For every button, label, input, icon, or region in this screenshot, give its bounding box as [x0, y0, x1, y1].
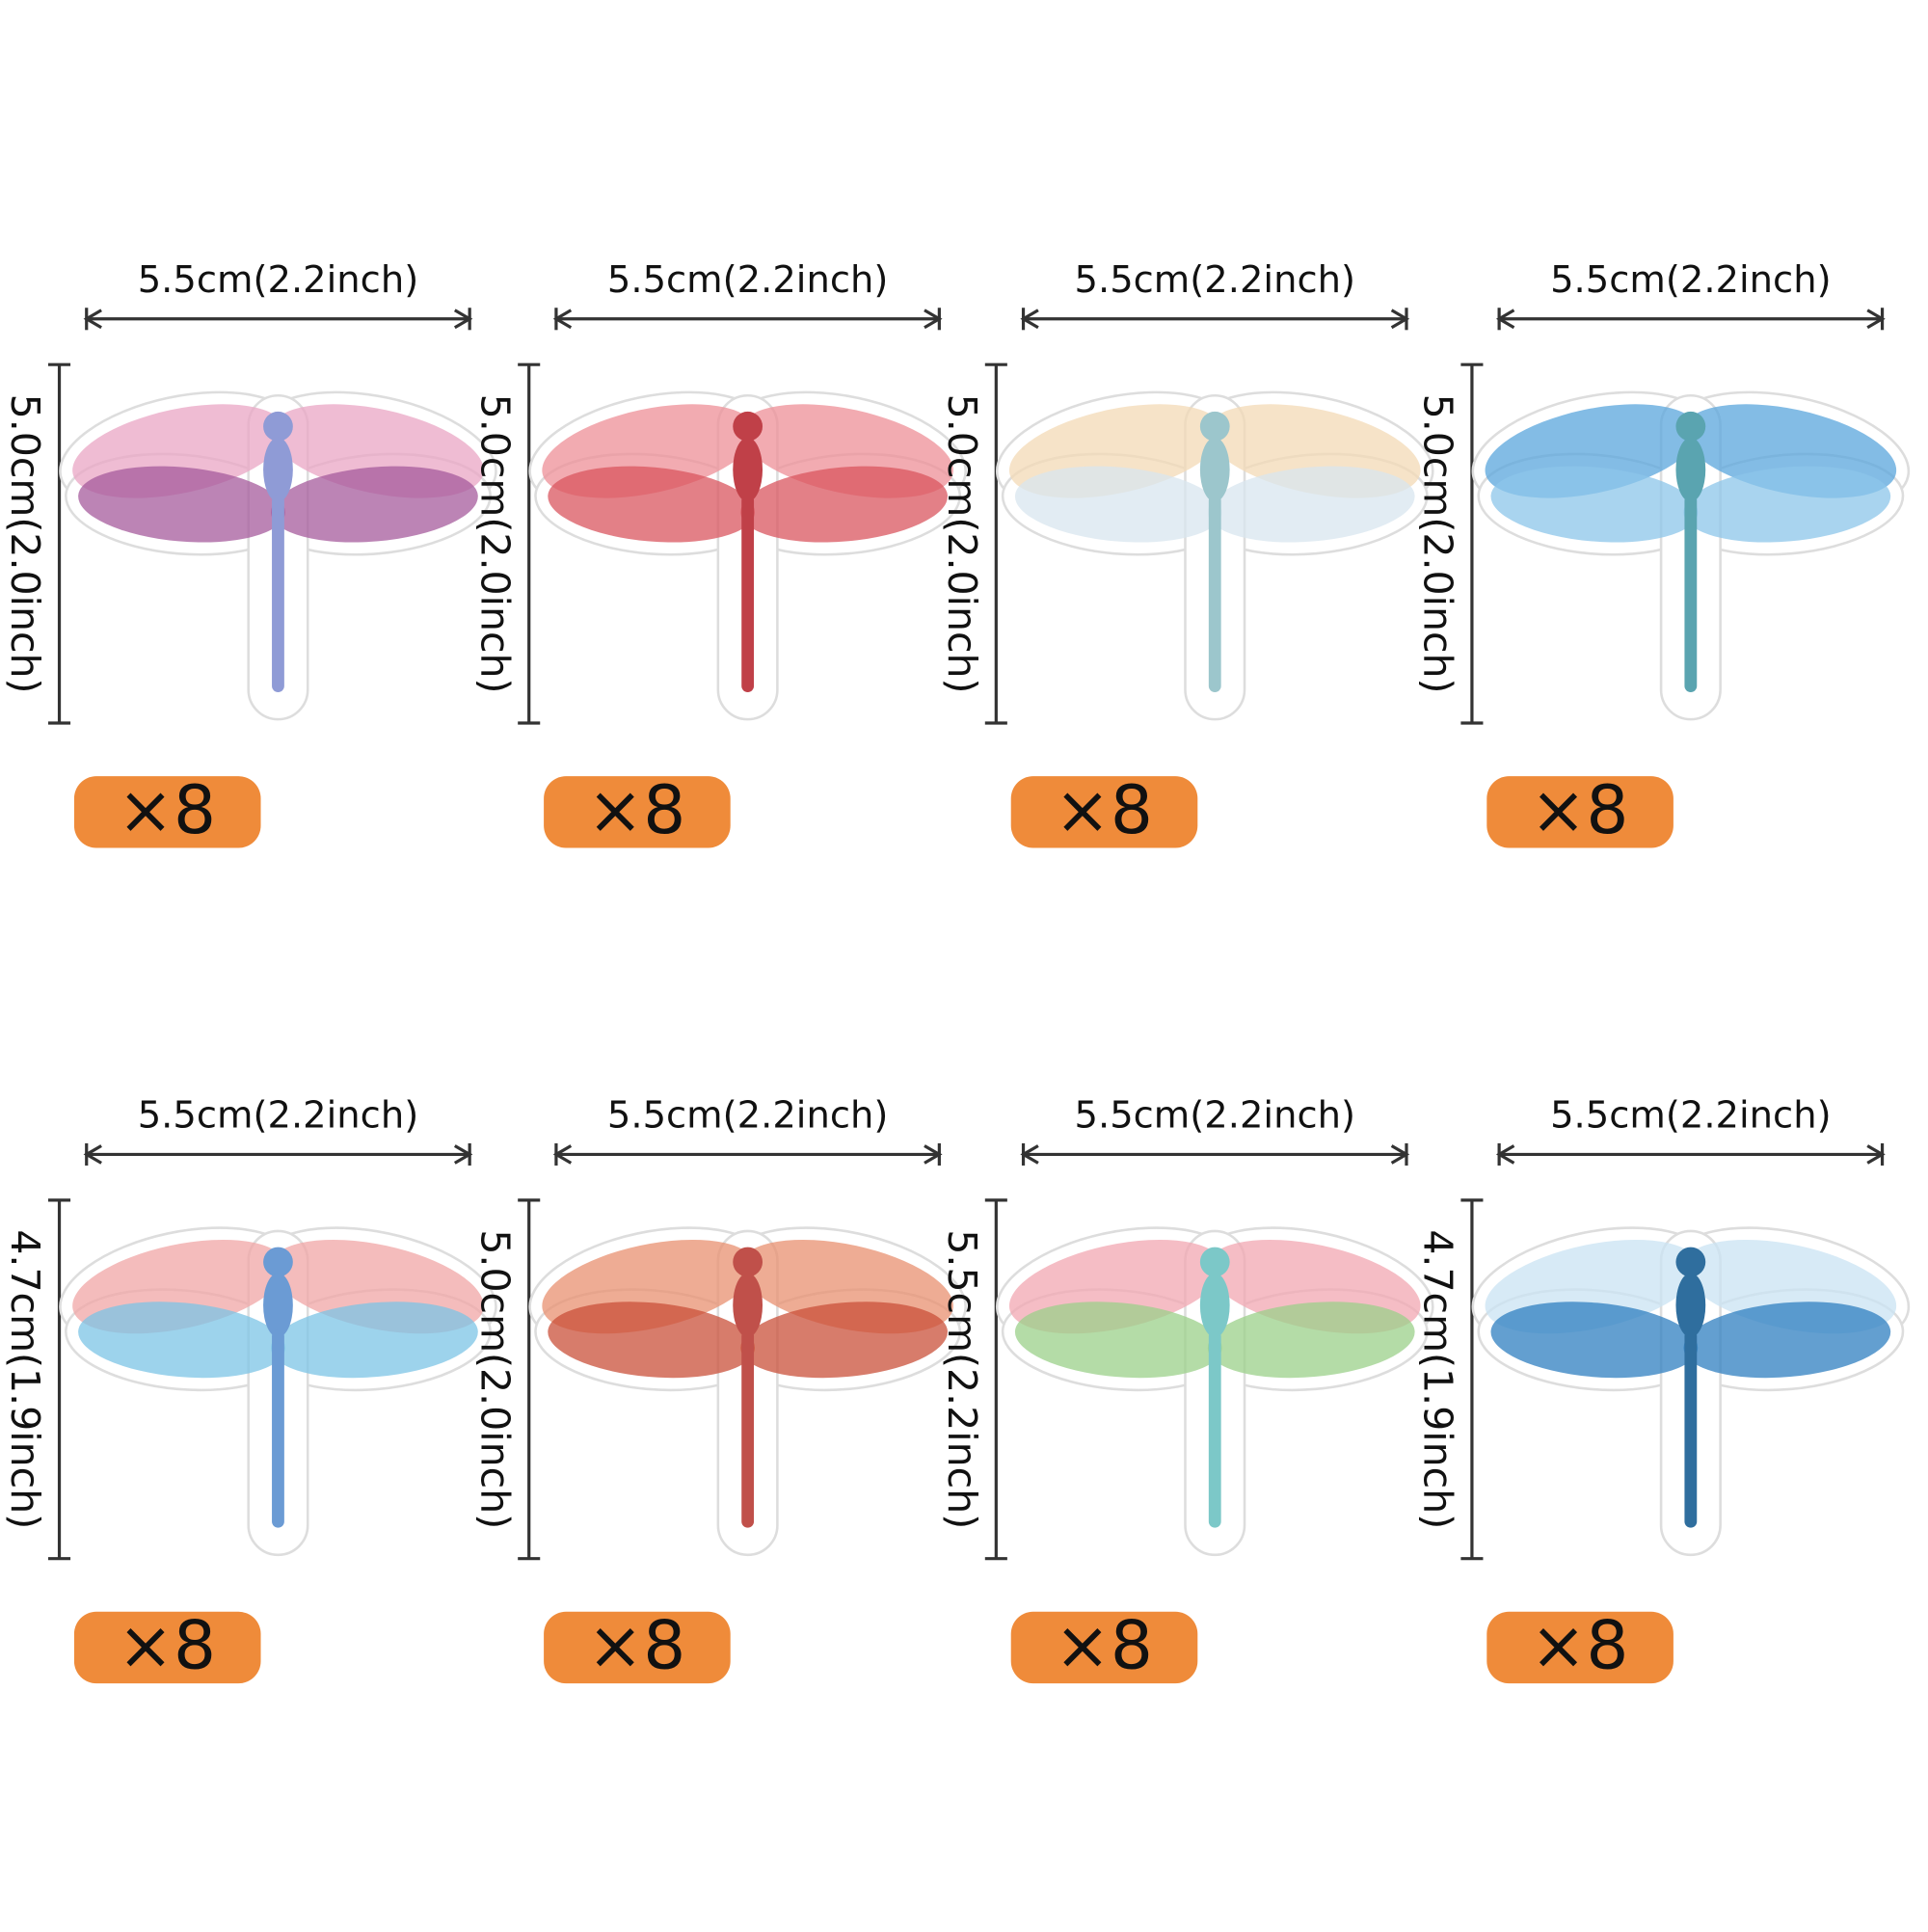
head [263, 411, 293, 442]
head [1199, 1247, 1230, 1277]
count-badge [544, 776, 731, 848]
wing [78, 466, 285, 543]
wing [271, 1301, 478, 1379]
arrow-head [552, 1144, 943, 1165]
dragonfly-sticker [528, 390, 967, 721]
count-label: ×8 [587, 772, 685, 849]
count-label: ×8 [1055, 772, 1153, 849]
abdomen [272, 494, 284, 692]
count-label: ×8 [587, 1608, 685, 1685]
height-label: 5.5cm(2.2inch) [939, 1229, 985, 1529]
width-label: 5.5cm(2.2inch) [1075, 258, 1355, 302]
count-badge [1486, 776, 1674, 848]
count-badge [1010, 776, 1198, 848]
count-label: ×8 [118, 772, 216, 849]
abdomen [741, 494, 755, 692]
count-label: ×8 [1055, 1608, 1153, 1685]
wing [78, 1301, 285, 1379]
height-label: 5.0cm(2.0inch) [471, 394, 518, 694]
head [1675, 411, 1706, 442]
height-label: 4.7cm(1.9inch) [1414, 1229, 1460, 1529]
wing [548, 1301, 755, 1379]
width-label: 5.5cm(2.2inch) [138, 1093, 418, 1137]
dragonfly-sticker [59, 390, 497, 721]
count-badge [73, 1611, 261, 1684]
arrow-head [1020, 309, 1410, 330]
dragonfly-sticker [59, 1226, 497, 1557]
count-label: ×8 [118, 1608, 216, 1685]
dragonfly-sticker [995, 1226, 1434, 1557]
wing [1207, 1301, 1415, 1379]
height-label: 5.0cm(2.0inch) [2, 394, 48, 694]
thorax [733, 1273, 763, 1338]
thorax [1675, 437, 1706, 502]
sticker-cell: 5.5cm(2.2inch) 5.5cm(2.2inch) ×8 [939, 1093, 1434, 1685]
arrow-head [1495, 309, 1886, 330]
head [733, 1247, 763, 1277]
count-label: ×8 [1530, 1608, 1628, 1685]
height-label: 4.7cm(1.9inch) [2, 1229, 48, 1529]
width-label: 5.5cm(2.2inch) [1075, 1093, 1355, 1137]
head [1675, 1247, 1706, 1277]
arrow-head [1495, 1144, 1886, 1165]
sticker-cell: 5.5cm(2.2inch) 5.0cm(2.0inch) ×8 [1414, 258, 1911, 849]
height-label: 5.0cm(2.0inch) [1414, 394, 1460, 694]
width-label: 5.5cm(2.2inch) [138, 258, 418, 302]
thorax [1675, 1273, 1706, 1338]
wing [1014, 1301, 1222, 1379]
abdomen [741, 1329, 755, 1528]
wing [1490, 466, 1699, 543]
sticker-cell: 5.5cm(2.2inch) 4.7cm(1.9inch) ×8 [2, 1093, 497, 1685]
thorax [733, 437, 763, 502]
wing [548, 466, 755, 543]
width-label: 5.5cm(2.2inch) [1550, 258, 1831, 302]
count-badge [544, 1611, 731, 1684]
thorax [263, 437, 293, 502]
thorax [1199, 1273, 1230, 1338]
abdomen [1684, 1329, 1698, 1528]
abdomen [1208, 1329, 1221, 1528]
width-label: 5.5cm(2.2inch) [607, 258, 888, 302]
width-label: 5.5cm(2.2inch) [1550, 1093, 1831, 1137]
arrow-head [83, 1144, 473, 1165]
width-label: 5.5cm(2.2inch) [607, 1093, 888, 1137]
sticker-cell: 5.5cm(2.2inch) 5.0cm(2.0inch) ×8 [939, 258, 1434, 849]
head [733, 411, 763, 442]
abdomen [1684, 494, 1698, 692]
sticker-cell: 5.5cm(2.2inch) 4.7cm(1.9inch) ×8 [1414, 1093, 1911, 1685]
sticker-cell: 5.5cm(2.2inch) 5.0cm(2.0inch) ×8 [471, 1093, 967, 1685]
count-badge [1486, 1611, 1674, 1684]
wing [1683, 1301, 1891, 1379]
count-badge [1010, 1611, 1198, 1684]
arrow-head [552, 309, 943, 330]
wing [740, 466, 948, 543]
head [263, 1247, 293, 1277]
arrow-head [1020, 1144, 1410, 1165]
wing [1207, 466, 1415, 543]
wing [740, 1301, 948, 1379]
sticker-cell: 5.5cm(2.2inch) 5.0cm(2.0inch) ×8 [2, 258, 497, 849]
abdomen [1208, 494, 1221, 692]
dragonfly-sticker [1471, 390, 1911, 721]
thorax [263, 1273, 293, 1338]
dragonfly-sticker [528, 1226, 967, 1557]
wing [1683, 466, 1891, 543]
arrow-head [83, 309, 473, 330]
sticker-cell: 5.5cm(2.2inch) 5.0cm(2.0inch) ×8 [471, 258, 967, 849]
wing [271, 466, 478, 543]
wing [1014, 466, 1222, 543]
wing [1490, 1301, 1699, 1379]
dragonfly-sticker [995, 390, 1434, 721]
abdomen [272, 1329, 284, 1528]
height-label: 5.0cm(2.0inch) [939, 394, 985, 694]
count-badge [73, 776, 261, 848]
thorax [1199, 437, 1230, 502]
head [1199, 411, 1230, 442]
count-label: ×8 [1530, 772, 1628, 849]
height-label: 5.0cm(2.0inch) [471, 1229, 518, 1529]
dragonfly-sticker [1471, 1226, 1911, 1557]
